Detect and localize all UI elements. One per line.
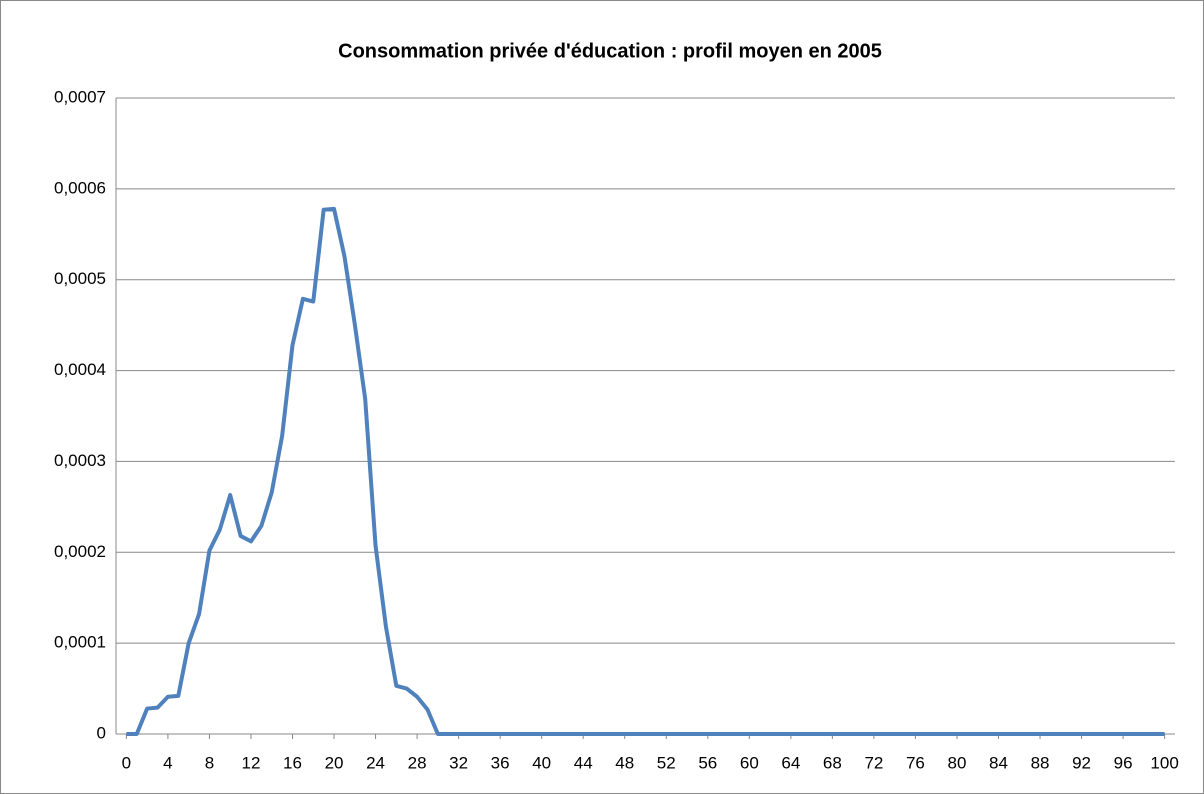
y-tick-label: 0,0005 xyxy=(54,269,106,288)
x-tick-label: 52 xyxy=(657,753,676,772)
y-tick-label: 0,0004 xyxy=(54,360,106,379)
y-tick-label: 0 xyxy=(97,723,106,742)
x-tick-label: 96 xyxy=(1114,753,1133,772)
x-tick-label: 72 xyxy=(864,753,883,772)
x-tick-label: 0 xyxy=(122,753,131,772)
x-tick-label: 20 xyxy=(325,753,344,772)
x-tick-label: 4 xyxy=(163,753,172,772)
x-tick-label: 56 xyxy=(698,753,717,772)
y-tick-label: 0,0002 xyxy=(54,542,106,561)
x-tick-label: 12 xyxy=(242,753,261,772)
x-tick-label: 76 xyxy=(906,753,925,772)
x-tick-label: 80 xyxy=(948,753,967,772)
x-tick-label: 100 xyxy=(1150,753,1178,772)
x-tick-label: 28 xyxy=(408,753,427,772)
x-tick-label: 68 xyxy=(823,753,842,772)
data-line xyxy=(126,206,1165,736)
x-tick-label: 84 xyxy=(989,753,1008,772)
x-tick-label: 48 xyxy=(615,753,634,772)
x-tick-label: 32 xyxy=(449,753,468,772)
x-tick-label: 44 xyxy=(574,753,593,772)
x-tick-label: 8 xyxy=(205,753,214,772)
x-tick-label: 24 xyxy=(366,753,385,772)
chart-title: Consommation privée d'éducation : profil… xyxy=(338,40,882,62)
y-tick-label: 0,0003 xyxy=(54,451,106,470)
y-tick-label: 0,0007 xyxy=(54,87,106,106)
x-tick-label: 36 xyxy=(491,753,510,772)
x-tick-label: 60 xyxy=(740,753,759,772)
x-tick-label: 88 xyxy=(1031,753,1050,772)
x-tick-label: 92 xyxy=(1072,753,1091,772)
x-tick-label: 40 xyxy=(532,753,551,772)
y-tick-label: 0,0001 xyxy=(54,633,106,652)
x-tick-label: 16 xyxy=(283,753,302,772)
x-tick-label: 64 xyxy=(781,753,800,772)
y-tick-label: 0,0006 xyxy=(54,178,106,197)
